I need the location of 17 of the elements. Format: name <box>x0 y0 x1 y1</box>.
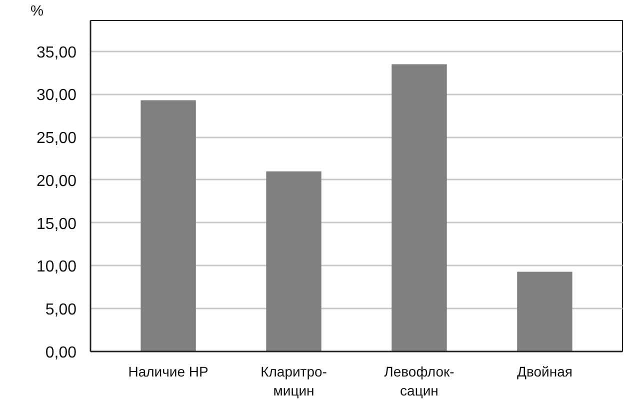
y-tick-label: 10,00 <box>36 258 77 276</box>
bar <box>266 171 322 352</box>
y-axis-title: % <box>30 4 44 20</box>
x-tick-label: Двойная <box>516 364 572 380</box>
bar <box>140 100 196 352</box>
y-tick-label: 25,00 <box>36 130 77 148</box>
y-tick-label: 20,00 <box>36 172 77 190</box>
y-tick-label: 0,00 <box>45 344 77 362</box>
y-tick-label: 35,00 <box>36 44 77 62</box>
y-tick-label: 30,00 <box>36 87 77 104</box>
bar <box>392 64 447 352</box>
y-tick-label: 15,00 <box>36 216 77 233</box>
x-tick-label: Левофлок- сацин <box>384 364 455 399</box>
bar <box>517 272 572 352</box>
y-tick-label: 5,00 <box>45 302 77 319</box>
x-tick-label: Наличие HP <box>128 364 208 380</box>
x-tick-label: Кларитро- мицин <box>260 364 328 399</box>
